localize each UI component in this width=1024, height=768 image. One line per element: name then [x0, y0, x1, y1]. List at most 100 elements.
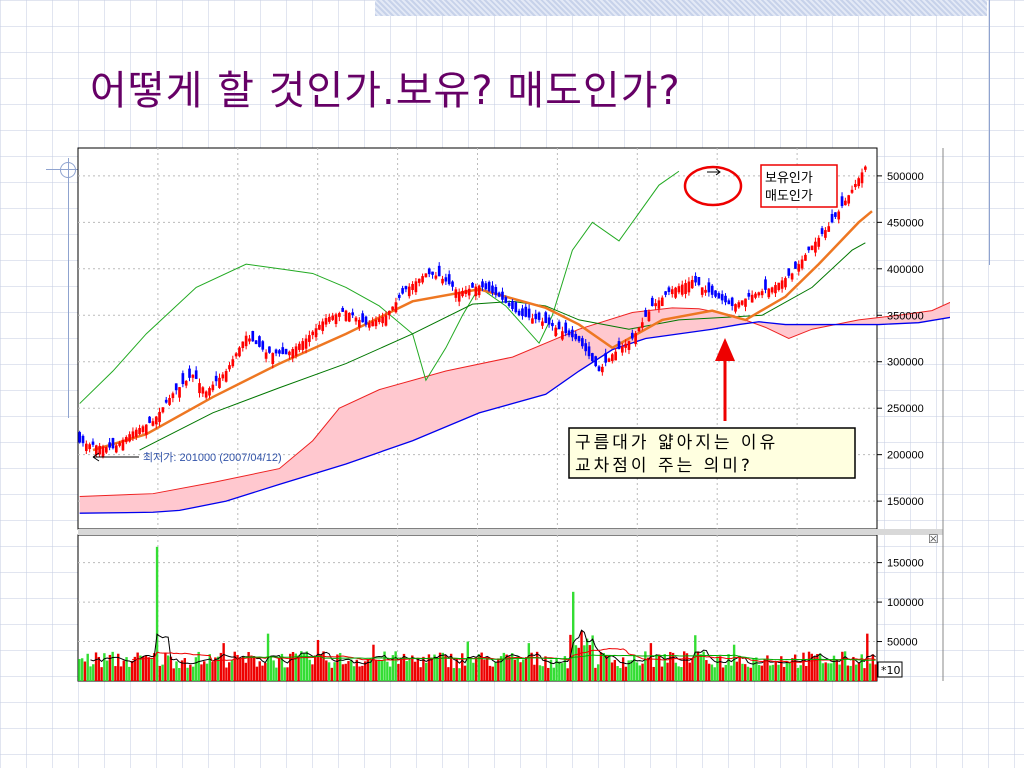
volume-bar — [782, 666, 786, 681]
volume-bar — [108, 654, 112, 681]
volume-axis: 50000 100000 150000 — [877, 558, 924, 649]
volume-bar — [111, 651, 114, 681]
volume-bar — [197, 651, 200, 681]
candle-body — [144, 424, 148, 435]
candle-body — [374, 319, 378, 327]
candle-body — [434, 275, 438, 279]
volume-bar — [169, 656, 173, 681]
volume-bars — [78, 546, 877, 681]
volume-bar — [233, 651, 236, 681]
candle-body — [328, 316, 331, 322]
volume-bar — [319, 654, 322, 681]
volume-bar — [502, 652, 506, 681]
candle-body — [101, 446, 105, 457]
volume-bar — [816, 654, 819, 681]
candle-body — [361, 313, 364, 323]
volume-bar — [602, 653, 605, 681]
candle-body — [591, 353, 594, 362]
volume-bar — [830, 663, 833, 681]
volume-bar — [469, 658, 472, 681]
volume-bar — [180, 660, 184, 681]
candle-body — [394, 302, 398, 313]
candle-body — [98, 445, 101, 455]
volume-bar — [560, 663, 564, 681]
candle-body — [248, 338, 251, 342]
candle-body — [720, 294, 724, 301]
candle-body — [857, 178, 861, 187]
volume-bar — [244, 662, 248, 681]
leading-span-b-line — [79, 316, 950, 514]
candle-body — [471, 282, 474, 288]
candle-body — [334, 314, 338, 325]
candle-body — [624, 343, 627, 348]
volume-bar — [716, 656, 719, 681]
candle-body — [707, 282, 711, 293]
low-price-arrow — [92, 452, 139, 462]
price-tick-label: 350000 — [887, 310, 924, 322]
volume-bar — [480, 652, 483, 681]
candle-body — [647, 311, 651, 322]
candle-body — [604, 352, 608, 363]
volume-bar — [594, 667, 597, 681]
volume-bar — [397, 663, 400, 681]
candle-body — [188, 368, 191, 378]
volume-bar — [277, 658, 281, 681]
volume-bar — [510, 653, 514, 681]
volume-bar — [338, 652, 342, 681]
volume-bar — [194, 657, 198, 681]
candle-body — [524, 306, 528, 317]
candle-body — [108, 442, 111, 448]
volume-bar — [616, 666, 619, 681]
candle-body — [680, 284, 684, 295]
candle-body — [231, 359, 235, 367]
lagging-span-line — [79, 170, 680, 404]
candle-body — [208, 388, 211, 396]
volume-bar — [103, 653, 106, 681]
volume-bar — [377, 659, 381, 681]
volume-bar — [227, 662, 231, 681]
candle-body — [544, 312, 548, 324]
volume-bar — [408, 659, 411, 681]
volume-bar — [130, 660, 134, 681]
volume-bar — [175, 661, 178, 681]
candle-body — [148, 416, 151, 423]
volume-bar — [843, 651, 847, 681]
ichimoku-lines — [79, 170, 950, 514]
candle-body — [487, 281, 491, 292]
volume-bar — [666, 662, 669, 681]
volume-bar — [777, 664, 780, 681]
volume-bar — [222, 643, 225, 681]
candle-body — [244, 335, 248, 347]
cloud-fill — [79, 302, 950, 514]
volume-bar — [802, 652, 805, 681]
candle-body — [511, 300, 514, 310]
candle-body — [81, 435, 85, 444]
volume-bar — [411, 655, 414, 681]
pane-close-icon[interactable]: ☒ — [928, 532, 939, 546]
volume-bar — [463, 665, 467, 681]
volume-bar — [588, 645, 592, 681]
candle-body — [304, 338, 308, 349]
candle-body — [318, 324, 321, 330]
volume-bar — [147, 657, 150, 681]
base-line — [139, 242, 866, 451]
candle-body — [354, 317, 358, 322]
volume-bar — [646, 657, 650, 681]
candle-body — [527, 308, 531, 318]
volume-bar — [483, 659, 486, 681]
candle-body — [610, 354, 614, 362]
volume-bar — [547, 667, 550, 681]
candle-body — [111, 438, 115, 449]
volume-bar — [741, 663, 744, 681]
candle-body — [724, 295, 727, 303]
candle-body — [271, 353, 275, 364]
volume-tick-label: 150000 — [887, 558, 924, 570]
volume-bar — [144, 655, 148, 681]
candle-body — [704, 289, 707, 293]
candle-body — [517, 310, 521, 316]
volume-bar — [427, 654, 431, 681]
volume-bar — [486, 657, 489, 681]
volume-bar — [122, 660, 125, 681]
volume-bar — [302, 653, 306, 681]
volume-bar — [347, 661, 350, 681]
